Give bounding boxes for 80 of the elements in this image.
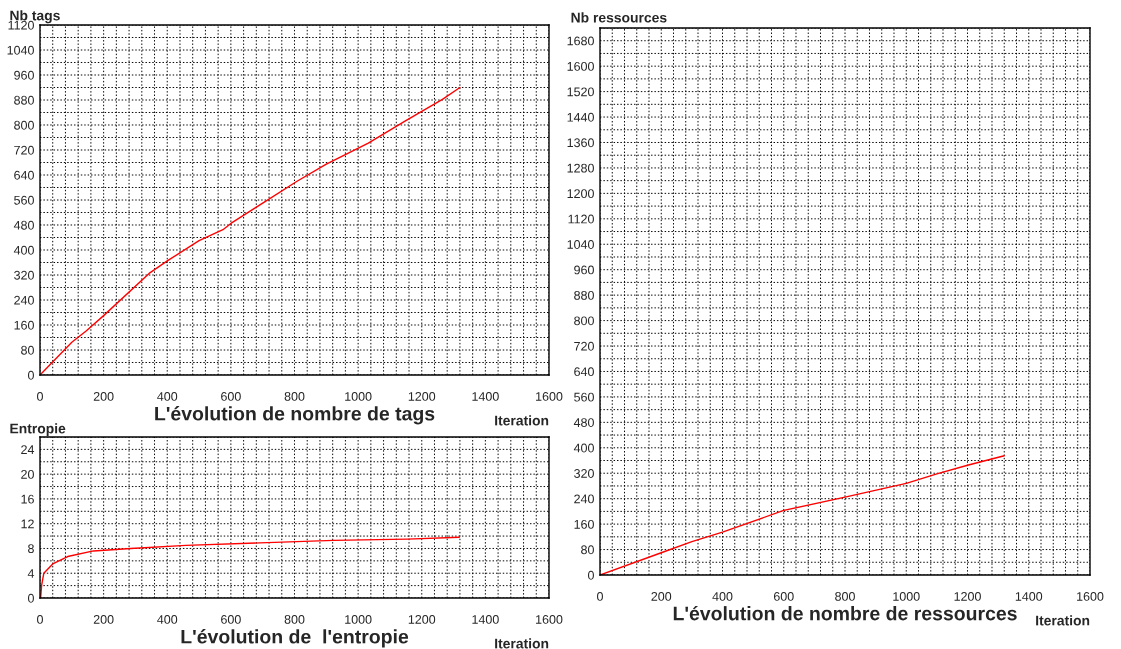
y-tick-label: 880: [14, 95, 34, 105]
y-tick-label: 80: [581, 545, 594, 555]
x-tick-label: 200: [93, 392, 114, 401]
x-tick-label: 200: [651, 592, 672, 601]
y-tick-label: 1040: [567, 240, 594, 249]
y-tick-label: 1360: [567, 138, 594, 148]
y-axis-title: Nb ressources: [571, 12, 667, 23]
y-tick-label: 480: [573, 418, 594, 427]
y-tick-label: 1120: [568, 214, 594, 224]
y-tick-label: 320: [574, 469, 594, 478]
x-tick-label: 600: [221, 615, 241, 624]
y-tick-label: 240: [574, 494, 594, 504]
y-tick-label: 640: [14, 170, 34, 180]
text: Iteration: [1036, 615, 1090, 626]
y-tick-label: 1680: [567, 36, 594, 46]
x-tick-label: 0: [597, 592, 603, 601]
y-tick-label: 880: [574, 290, 594, 300]
x-tick-label: 1200: [408, 392, 436, 401]
y-tick-label: 1200: [567, 189, 594, 199]
x-tick-label: 800: [835, 592, 855, 601]
x-tick-label: 0: [37, 615, 43, 624]
line-series: [40, 86, 461, 375]
x-tick-label: 1000: [345, 392, 372, 401]
x-tick-label: 600: [221, 392, 241, 401]
x-tick-label: 800: [284, 615, 305, 624]
y-tick-label: 1040: [7, 45, 34, 55]
y-tick-label: 24: [21, 445, 35, 454]
y-tick-label: 720: [574, 341, 594, 351]
y-tick-label: 1440: [567, 112, 594, 122]
x-tick-label: 1200: [954, 592, 981, 601]
y-tick-label: 960: [14, 70, 34, 80]
y-tick-label: 960: [574, 265, 594, 275]
y-tick-label: 80: [21, 345, 34, 355]
y-tick-label: 800: [574, 316, 594, 326]
y-tick-label: 800: [14, 120, 34, 130]
x-tick-label: 1400: [1015, 592, 1043, 601]
text: Iteration: [495, 415, 549, 426]
text: Iteration: [495, 638, 549, 649]
y-tick-label: 240: [14, 295, 34, 305]
y-tick-label: 4: [27, 569, 35, 578]
line-series: [600, 455, 1005, 575]
y-tick-label: 400: [13, 245, 34, 255]
y-tick-label: 720: [14, 145, 34, 155]
y-tick-label: 480: [13, 220, 34, 230]
x-tick-label: 400: [712, 592, 733, 601]
x-tick-label: 600: [773, 592, 794, 601]
x-tick-label: 1400: [472, 615, 499, 624]
y-tick-label: 16: [21, 494, 34, 504]
y-tick-label: 560: [574, 392, 594, 402]
y-axis-title: Entropie: [10, 423, 66, 437]
x-tick-label: 0: [37, 392, 43, 401]
y-tick-label: 12: [21, 519, 34, 529]
x-tick-label: 400: [157, 615, 178, 624]
y-tick-label: 0: [587, 570, 594, 580]
y-tick-label: 560: [14, 195, 34, 205]
y-tick-label: 320: [14, 270, 34, 280]
x-tick-label: 800: [284, 392, 305, 401]
x-tick-label: 1000: [345, 615, 372, 624]
y-tick-label: 1520: [567, 87, 594, 97]
x-axis-title: L'évolution de nombre de ressources: [673, 605, 1017, 621]
line-series: [40, 536, 460, 598]
x-axis-title: L'évolution de nombre de tags: [155, 406, 435, 425]
y-tick-label: 160: [14, 320, 34, 330]
x-tick-label: 1000: [893, 592, 920, 601]
y-tick-label: 160: [574, 519, 594, 529]
x-tick-label: 200: [93, 615, 114, 624]
y-tick-label: 8: [28, 544, 34, 554]
y-tick-label: 640: [574, 367, 594, 377]
x-tick-label: 1600: [536, 615, 563, 624]
x-tick-label: 1600: [1077, 592, 1104, 601]
x-tick-label: 1600: [536, 392, 563, 401]
y-tick-label: 1600: [567, 61, 594, 71]
y-tick-label: 20: [21, 469, 34, 479]
y-tick-label: 0: [27, 370, 34, 380]
x-tick-label: 1400: [472, 392, 499, 401]
x-tick-label: 1200: [408, 615, 436, 624]
y-tick-label: 1280: [567, 163, 594, 173]
x-axis-title: L'évolution de l'entropie: [181, 629, 409, 648]
y-tick-label: 400: [573, 443, 594, 453]
x-tick-label: 400: [157, 392, 178, 401]
